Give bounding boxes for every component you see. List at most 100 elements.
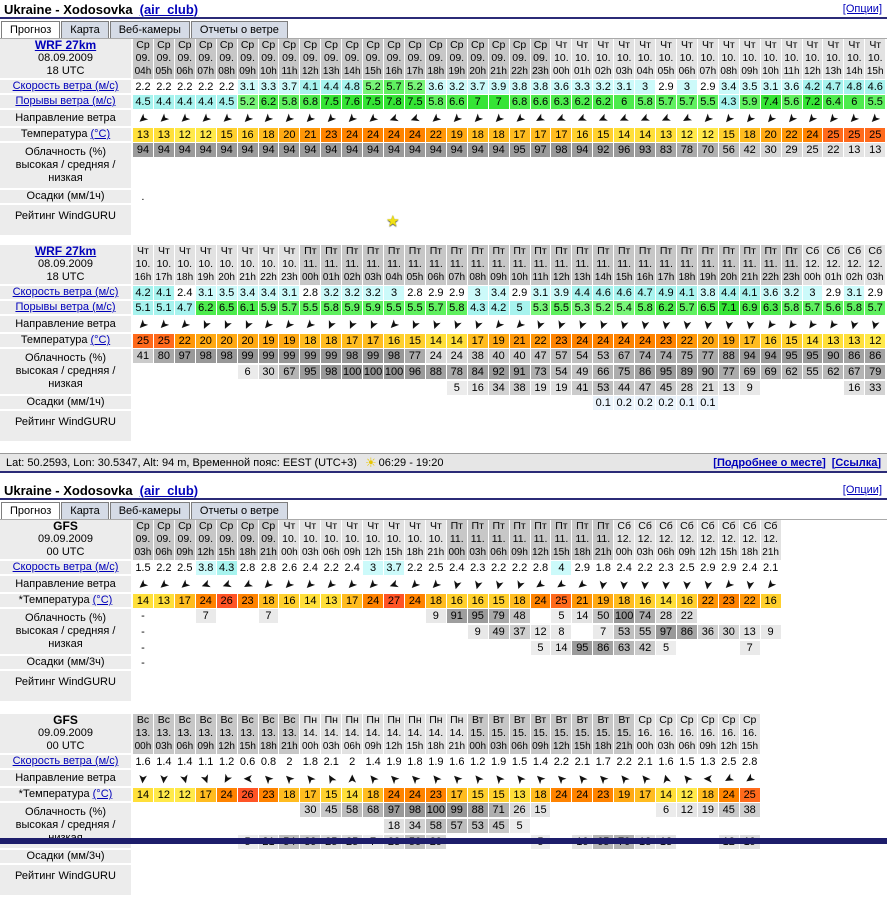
cloud-mid-cell [635, 159, 657, 173]
hour-cell: 13h [572, 271, 594, 285]
wind-direction-cell: ➤ [510, 110, 531, 128]
cloud-high-cell: 94 [760, 349, 782, 363]
cloud-high-cell: 94 [384, 143, 405, 157]
row-label-link[interactable]: Порывы ветра (м/с) [15, 301, 116, 313]
row-label-link[interactable]: Скорость ветра (м/с) [12, 561, 119, 573]
date-cell: 11. [530, 533, 552, 546]
model-run-date: 09.09.2009 [37, 727, 94, 739]
precipitation-cell [259, 190, 280, 204]
wind-direction-cell: ➤ [551, 110, 573, 128]
row-label-link[interactable]: (°C) [92, 594, 113, 606]
hour-cell: 10h [509, 271, 531, 285]
day-cell: Ср [656, 714, 677, 727]
cloud-low-cell [426, 641, 447, 655]
wind-speed-cell: 2.2 [321, 561, 343, 575]
day-row: Ср Ср Ср Ср Ср Ср Ср Чт Чт Чт Чт Чт Чт Чт Чт Пт Пт Пт Пт Пт… [133, 520, 782, 533]
spot-club-link[interactable]: (air_club) [139, 1, 199, 17]
wind-arrow-icon: ➤ [699, 110, 717, 128]
cloud-high-cell [740, 609, 761, 623]
temperature-cell: 12 [195, 128, 217, 142]
hour-row: 04h 05h 06h 07h 08h 09h 10h 11h 12h 13h 14h 15h 16h 1… [133, 65, 887, 79]
tab-forecast[interactable]: Прогноз [1, 21, 61, 38]
temperature-cell: 24 [195, 594, 217, 608]
day-cell: Пт [676, 245, 698, 258]
precipitation-cell [740, 396, 761, 410]
wind-arrow-icon: ➤ [573, 576, 591, 594]
wind-arrow-icon: ➤ [658, 318, 674, 332]
forecast-row: WRF 27km 08.09.2009 18 UTC Чт Чт Чт Чт Чт Чт Чт Чт… [0, 245, 887, 286]
tab-wind-reports[interactable]: Отчеты о ветре [190, 502, 288, 519]
options-link[interactable]: [Опции] [842, 484, 882, 496]
cloud-low-cell: 53 [593, 381, 615, 395]
cloud-low-cell [865, 175, 887, 189]
temperature-cell: 14 [342, 788, 364, 802]
wind-speed-cell: 2.4 [342, 561, 364, 575]
tab-webcams[interactable]: Веб-камеры [109, 21, 190, 38]
forecast-row: WRF 27km 08.09.2009 18 UTC Ср Ср Ср Ср Ср Ср Ср Ср… [0, 39, 887, 80]
options-link[interactable]: [Опции] [842, 3, 882, 15]
wind-direction-cell: ➤ [635, 576, 657, 594]
row-label-link[interactable]: (°C) [90, 128, 111, 140]
hour-cell: 11h [279, 65, 301, 79]
wind-direction-cell: ➤ [447, 576, 468, 594]
wind-direction-cell: ➤ [154, 576, 175, 594]
tab-map[interactable]: Карта [61, 502, 109, 519]
cloud-mid-cell [363, 159, 385, 173]
wind-direction-cell: ➤ [405, 316, 426, 334]
wind-gust-cell: 7 [467, 95, 489, 109]
cloud-mid-cell [196, 625, 217, 639]
temperature-cell: 16 [676, 594, 698, 608]
row-label-link[interactable]: (°C) [90, 334, 111, 346]
precipitation-cell [196, 190, 217, 204]
tab-forecast[interactable]: Прогноз [1, 502, 61, 519]
precipitation-cell [321, 850, 343, 864]
precipitation-cell [761, 190, 782, 204]
wind-arrow-icon: ➤ [679, 318, 695, 332]
temperature-cell: 22 [739, 594, 761, 608]
cloud-mid-cell: 13 [739, 625, 761, 639]
date-cell: 09. [237, 533, 259, 546]
wind-speed-cell: 1.8 [404, 755, 426, 769]
day-cell: Ср [425, 39, 447, 52]
day-cell: Пт [572, 245, 594, 258]
page-title: Ukraine - Xodosovka [4, 482, 133, 498]
spot-details-link[interactable]: [Подробнее о месте] [713, 456, 826, 469]
wind-direction-cell: ➤ [259, 770, 280, 788]
cloud-mid-cell [321, 819, 343, 833]
tab-webcams[interactable]: Веб-камеры [109, 502, 190, 519]
cloud-low-cell [761, 381, 782, 395]
precipitation-cell [551, 396, 573, 410]
tab-map[interactable]: Карта [61, 21, 109, 38]
row-label-link[interactable]: Порывы ветра (м/с) [15, 95, 116, 107]
model-label[interactable]: WRF 27km [34, 244, 97, 258]
spot-club-link[interactable]: (air_club) [139, 482, 199, 498]
hour-cell: 00h [802, 271, 824, 285]
cloud-mid-cell: 53 [614, 625, 636, 639]
cloud-low-cell: 5 [656, 641, 677, 655]
hour-cell: 09h [174, 546, 196, 560]
wind-gust-cell: 7.2 [802, 95, 824, 109]
wind-direction-cell: ➤ [656, 770, 677, 788]
wind-direction-cell: ➤ [677, 110, 698, 128]
temperature-cell: 23 [258, 788, 280, 802]
tab-wind-reports[interactable]: Отчеты о ветре [190, 21, 288, 38]
wind-direction-cell: ➤ [782, 316, 803, 334]
hour-cell: 16h [635, 271, 657, 285]
model-label[interactable]: WRF 27km [34, 38, 97, 52]
row-label-link[interactable]: Скорость ветра (м/с) [12, 755, 119, 767]
cloud-low-cell [719, 175, 740, 189]
row-label-link[interactable]: Скорость ветра (м/с) [12, 80, 119, 92]
next-window-edge [0, 838, 887, 844]
wind-gust-cell: 5.5 [300, 301, 322, 315]
row-label-link[interactable]: (°C) [92, 788, 113, 800]
cloud-high-cell: 94 [133, 143, 154, 157]
day-cell: Вт [530, 714, 552, 727]
row-label-link[interactable]: Скорость ветра (м/с) [12, 286, 119, 298]
forecast-row: *Температура (°C) 14 13 17 24 26 23 18 16 14 13 17 2… [0, 594, 887, 609]
permalink-link[interactable]: [Ссылка] [831, 456, 881, 469]
hour-cell: 03h [865, 271, 887, 285]
window-titlebar: Ukraine - Xodosovka (air_club) [Опции] [0, 481, 887, 498]
temperature-cell: 14 [133, 788, 154, 802]
wind-direction-cell: ➤ [384, 770, 405, 788]
